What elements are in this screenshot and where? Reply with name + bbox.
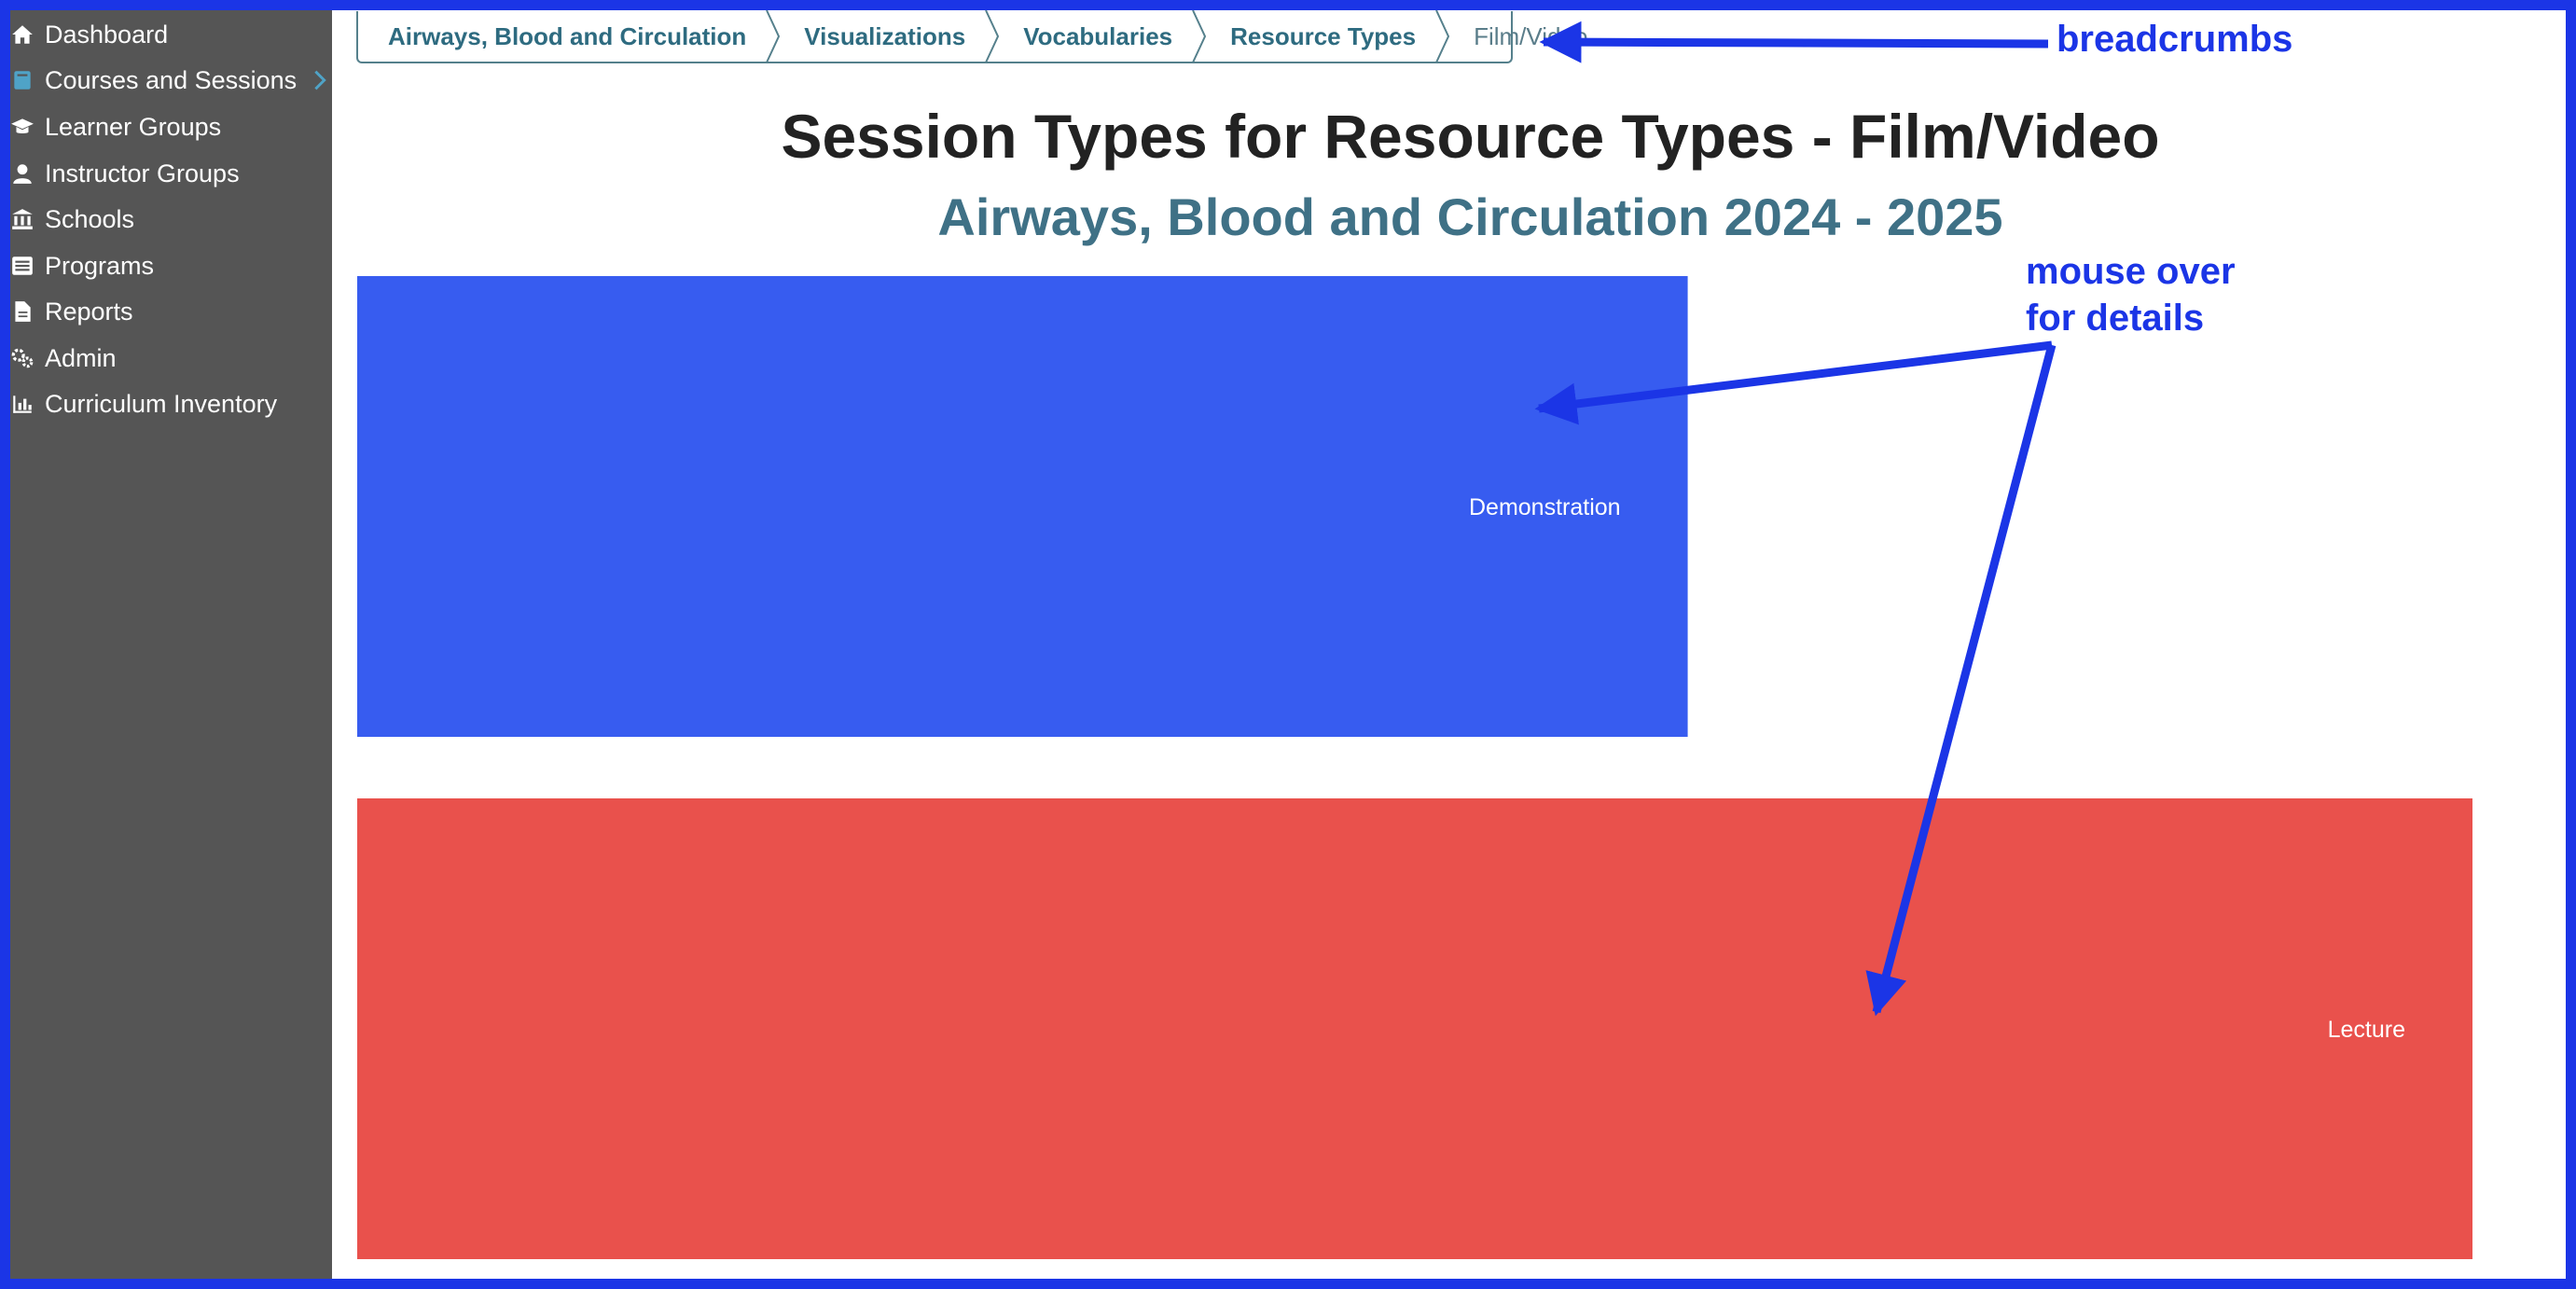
sidebar-item-label: Courses and Sessions — [45, 65, 298, 94]
user-icon — [9, 160, 35, 187]
sidebar-item-schools[interactable]: Schools — [9, 199, 134, 240]
sidebar-item-label: Instructor Groups — [45, 159, 240, 187]
breadcrumb-item-visualizations[interactable]: Visualizations — [774, 10, 1000, 62]
sidebar-item-curriculum-inventory[interactable]: Curriculum Inventory — [9, 383, 277, 424]
chart-bar-label: Demonstration — [1469, 494, 1621, 520]
sidebar-item-courses-and-sessions[interactable]: Courses and Sessions — [9, 60, 330, 101]
sidebar-item-label: Programs — [45, 251, 155, 280]
sidebar-item-admin[interactable]: Admin — [9, 338, 117, 379]
chevron-right-icon[interactable] — [313, 67, 330, 93]
breadcrumb-item-vocabularies[interactable]: Vocabularies — [993, 10, 1207, 62]
annotation-hover-label: mouse over for details — [2026, 248, 2236, 341]
breadcrumb-separator-icon — [985, 10, 1000, 62]
gears-icon — [9, 345, 35, 371]
sidebar-item-instructor-groups[interactable]: Instructor Groups — [9, 153, 240, 194]
file-icon — [9, 298, 35, 325]
sidebar-item-dashboard[interactable]: Dashboard — [9, 14, 168, 55]
breadcrumb-separator-icon — [1435, 10, 1450, 62]
sidebar-item-learner-groups[interactable]: Learner Groups — [9, 106, 221, 147]
list-icon — [9, 253, 35, 279]
breadcrumb-separator-icon — [1192, 10, 1207, 62]
university-icon — [9, 206, 35, 232]
sidebar-item-programs[interactable]: Programs — [9, 245, 154, 286]
annotation-hover-line-2: for details — [2026, 298, 2205, 339]
breadcrumb-item-resource-types[interactable]: Resource Types — [1200, 10, 1450, 62]
chart-bar-demonstration[interactable] — [357, 276, 1688, 737]
bar-chart-icon — [9, 391, 35, 417]
breadcrumb-separator-icon — [766, 10, 781, 62]
sidebar-item-reports[interactable]: Reports — [9, 291, 133, 332]
page-subtitle: Airways, Blood and Circulation 2024 - 20… — [937, 187, 2003, 246]
sidebar-item-label: Schools — [45, 204, 135, 233]
sidebar-item-label: Curriculum Inventory — [45, 389, 278, 418]
book-icon — [9, 67, 35, 93]
breadcrumb: Airways, Blood and Circulation Visualiza… — [356, 10, 1587, 63]
breadcrumb-item-course[interactable]: Airways, Blood and Circulation — [358, 10, 781, 62]
chart-bar-lecture[interactable] — [357, 798, 2472, 1259]
sidebar: Dashboard Courses and Sessions Learner G… — [0, 0, 332, 1289]
sidebar-item-label: Reports — [45, 297, 133, 326]
chart-bar-label: Lecture — [2328, 1017, 2405, 1043]
graduation-cap-icon — [9, 114, 35, 140]
home-icon — [9, 21, 35, 48]
sidebar-item-label: Admin — [45, 343, 117, 372]
sidebar-item-label: Dashboard — [45, 20, 169, 49]
annotation-hover-line-1: mouse over — [2026, 251, 2236, 292]
annotation-breadcrumbs-label: breadcrumbs — [2057, 19, 2293, 60]
sidebar-item-label: Learner Groups — [45, 112, 222, 141]
page-title: Session Types for Resource Types - Film/… — [781, 102, 2160, 171]
